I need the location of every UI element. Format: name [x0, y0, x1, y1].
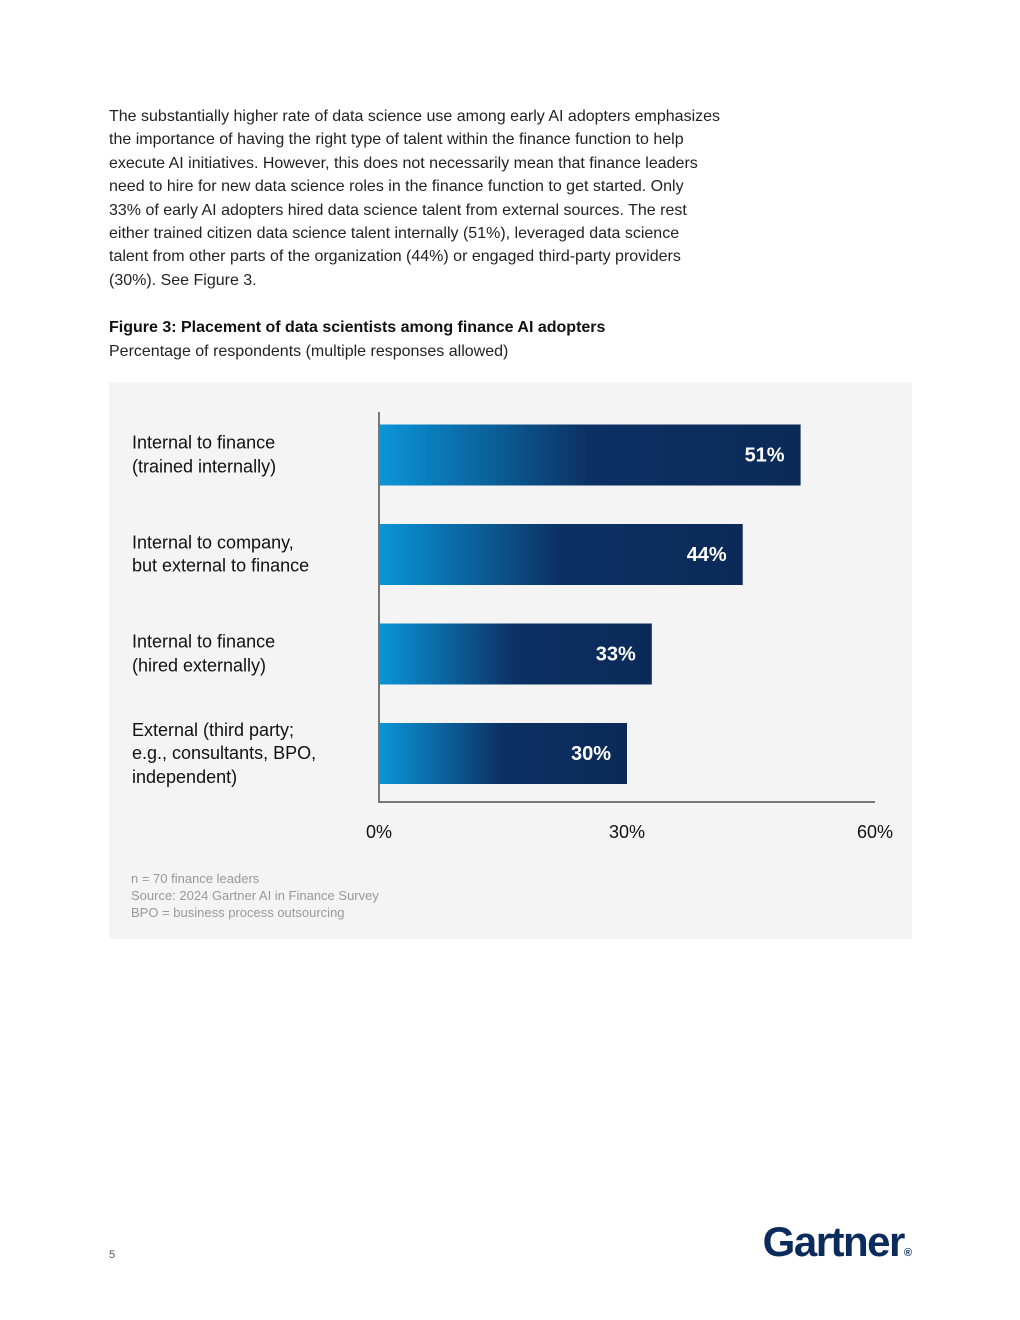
- category-label: Internal to finance (trained internally): [132, 432, 277, 477]
- paragraph-line: need to hire for new data science roles …: [109, 178, 684, 196]
- logo-mark: ®: [903, 1247, 912, 1259]
- paragraph-line: talent from other parts of the organizat…: [109, 248, 681, 266]
- figure-subtitle: Percentage of respondents (multiple resp…: [109, 343, 509, 360]
- value-label: 33%: [596, 643, 636, 665]
- x-tick-label: 0%: [366, 822, 392, 842]
- notes: n = 70 finance leaders Source: 2024 Gartn…: [131, 870, 379, 921]
- note: BPO = business process outsourcing: [131, 905, 345, 920]
- value-label: 51%: [745, 444, 785, 466]
- x-tick-label: 30%: [609, 822, 645, 842]
- paragraph-line: execute AI initiatives. However, this do…: [109, 154, 698, 172]
- bar: [379, 723, 627, 784]
- figure-title: Figure 3: Placement of data scientists a…: [109, 319, 606, 336]
- bar: [379, 623, 652, 685]
- note: n = 70 finance leaders: [131, 871, 260, 886]
- bar: [379, 524, 743, 585]
- x-tick-label: 60%: [857, 822, 893, 842]
- category-label: Internal to finance (hired externally): [132, 631, 276, 676]
- paragraph-line: 33% of early AI adopters hired data scie…: [109, 201, 687, 219]
- paragraph-line: either trained citizen data science tale…: [109, 225, 680, 243]
- paragraph-line: (30%). See Figure 3.: [109, 271, 257, 289]
- category-label: Internal to company, but external to fin…: [132, 532, 310, 576]
- value-label: 30%: [571, 743, 611, 765]
- note: Source: 2024 Gartner AI in Finance Surve…: [131, 888, 379, 903]
- logo-text: Gartner: [762, 1218, 906, 1265]
- paragraph-line: The substantially higher rate of data sc…: [109, 108, 721, 125]
- paragraph-line: the importance of having the right type …: [109, 131, 684, 149]
- value-label: 44%: [687, 544, 727, 566]
- category-label: External (third party; e.g., consultants…: [132, 719, 317, 787]
- paragraph: The substantially higher rate of data sc…: [109, 105, 720, 292]
- page-number: 5: [109, 1249, 116, 1261]
- bar: [379, 424, 801, 486]
- logo: Gartner®: [763, 1218, 912, 1266]
